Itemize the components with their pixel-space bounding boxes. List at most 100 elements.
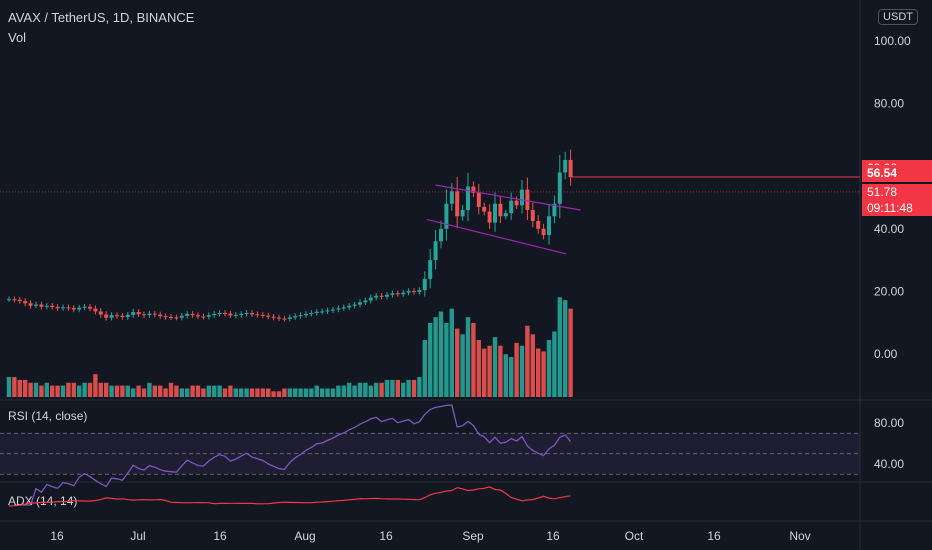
time-axis-label: Nov [789, 529, 810, 543]
candle-body [314, 311, 319, 313]
candle-body [379, 295, 384, 297]
candle-body [39, 304, 44, 307]
volume-bar [357, 382, 363, 397]
candle-body [309, 312, 314, 314]
volume-bar [368, 385, 373, 397]
candle-body [509, 200, 514, 214]
candle-body [158, 314, 163, 317]
price-axis-label: 80.00 [874, 97, 904, 111]
volume-bar [93, 374, 98, 397]
candle-body [169, 317, 173, 319]
volume-bar [104, 382, 109, 397]
channel-upper-line [435, 184, 581, 211]
candle-body [61, 307, 65, 309]
candle-body [179, 315, 184, 318]
current-price-tag: 56.54 [862, 165, 932, 182]
candle-body [163, 316, 168, 318]
candle-body [347, 305, 352, 308]
volume-bar [55, 385, 60, 397]
volume-bar [563, 300, 568, 397]
candle-body [530, 210, 535, 221]
candle-body [455, 191, 460, 217]
volume-bar [417, 377, 422, 397]
candle-body [201, 316, 206, 318]
symbol-title[interactable]: AVAX / TetherUS, 1D, BINANCE [8, 10, 195, 25]
volume-bar [276, 391, 282, 397]
candle-body [444, 203, 449, 229]
volume-bar [212, 385, 217, 397]
candle-body [287, 317, 292, 319]
candle-body [374, 295, 379, 298]
price-axis-label: 20.00 [874, 284, 904, 298]
rsi-line [14, 404, 572, 506]
volume-bar [233, 388, 238, 397]
candle-body [228, 313, 233, 316]
volume-bar [298, 388, 303, 397]
volume-bar [136, 385, 141, 397]
candle-body [536, 220, 541, 229]
volume-bar [422, 340, 427, 397]
volume-bar [465, 317, 471, 397]
candle-body [390, 293, 395, 295]
volume-bar [379, 382, 384, 397]
volume-bar [60, 385, 66, 397]
time-axis-label: Aug [294, 529, 315, 543]
candle-body [250, 312, 254, 315]
candle-body [422, 278, 427, 291]
candle-body [557, 172, 562, 204]
candle-body [406, 291, 411, 293]
volume-bar [492, 337, 498, 397]
volume-bar [39, 385, 44, 397]
volume-bar [71, 382, 76, 397]
candle-body [152, 313, 157, 315]
volume-bar [303, 388, 309, 397]
time-axis-label: Jul [130, 529, 145, 543]
candle-body [487, 211, 492, 223]
volume-bar [352, 385, 357, 397]
candle-body [66, 307, 71, 309]
rsi-axis-label: 40.00 [874, 457, 904, 471]
candle-body [185, 313, 190, 316]
candle-body [34, 304, 38, 306]
adx-line [8, 486, 571, 507]
volume-bar [82, 382, 87, 397]
candle-body [503, 213, 508, 217]
candle-body [244, 312, 249, 314]
currency-badge[interactable]: USDT [878, 9, 918, 25]
candle-body [109, 315, 114, 318]
channel-lower-line [426, 218, 566, 255]
countdown-tag: 09:11:48 [862, 200, 932, 216]
volume-bar [384, 379, 390, 397]
candle-body [395, 293, 400, 295]
volume-bar [330, 388, 336, 397]
volume-bar [482, 348, 487, 397]
candle-body [449, 191, 454, 204]
volume-bar [546, 340, 552, 397]
volume-bar [190, 385, 195, 397]
volume-bar [77, 385, 82, 397]
candle-body [93, 308, 98, 312]
crosshair-price-tag: 51.78 [862, 184, 932, 200]
candle-body [439, 228, 443, 242]
candle-body [233, 314, 238, 316]
time-axis-label: 16 [707, 529, 721, 543]
volume-bar [411, 379, 417, 397]
volume-bar [17, 379, 22, 397]
candle-body [385, 294, 389, 297]
volume-bar [444, 322, 449, 397]
candle-body [471, 186, 476, 193]
volume-bar [120, 385, 125, 397]
time-axis-label: 16 [213, 529, 227, 543]
candle-body [7, 299, 11, 301]
volume-bar [557, 297, 562, 397]
candle-body [298, 315, 303, 317]
candle-body [12, 299, 17, 301]
volume-bar [433, 317, 438, 397]
candle-body [71, 307, 76, 310]
volume-bar [287, 388, 292, 397]
candle-body [363, 300, 368, 303]
volume-bar [147, 382, 152, 397]
candle-body [255, 314, 260, 316]
volume-bar [195, 385, 201, 397]
